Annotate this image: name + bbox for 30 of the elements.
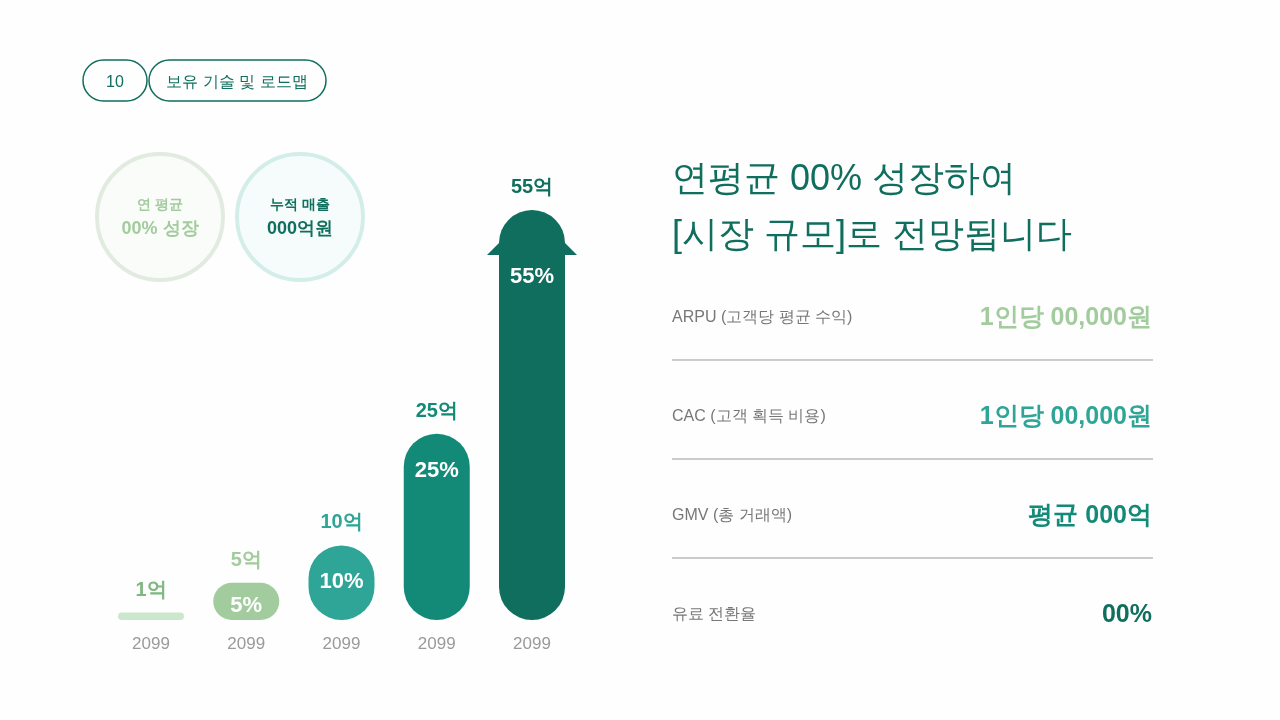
x-tick-label: 2099 bbox=[417, 634, 456, 653]
data-label: 55억 bbox=[510, 175, 554, 197]
x-tick-label: 2099 bbox=[513, 634, 551, 653]
text: 보유 기술 및 로드맵 bbox=[166, 73, 308, 90]
text: CAC (고객 획득 비용) bbox=[672, 407, 826, 424]
annotation: 누적 매출 bbox=[270, 196, 330, 212]
x-tick-label: 2099 bbox=[227, 634, 266, 653]
bar bbox=[118, 612, 184, 620]
annotation: 55% bbox=[509, 263, 555, 288]
data-label: 5억 bbox=[230, 547, 262, 570]
annotation: 연 평균 bbox=[137, 196, 183, 212]
text: 00% bbox=[1101, 599, 1152, 627]
annotation: 000억원 bbox=[266, 218, 334, 238]
x-tick-label: 2099 bbox=[322, 634, 361, 653]
text: 10 bbox=[106, 73, 124, 90]
annotation: 5% bbox=[230, 592, 263, 617]
text: 유료 전환율 bbox=[672, 605, 757, 622]
text: GMV (총 거래액) bbox=[672, 506, 792, 523]
x-tick-label: 2099 bbox=[132, 634, 170, 653]
text: ARPU (고객당 평균 수익) bbox=[672, 308, 853, 325]
data-label: 1억 bbox=[135, 577, 167, 600]
text: 1인당 00,000원 bbox=[979, 302, 1152, 330]
annotation: 00% 성장 bbox=[121, 218, 199, 238]
annotation: 10% bbox=[319, 568, 364, 594]
text: 평균 000억 bbox=[1028, 500, 1152, 528]
annotation: 25% bbox=[414, 456, 459, 482]
data-label: 25억 bbox=[415, 398, 458, 421]
data-label: 10억 bbox=[320, 510, 363, 533]
text: 연평균 00% 성장하여 [시장 규모]로 전망됩니다 bbox=[672, 157, 1073, 254]
text: 1인당 00,000원 bbox=[979, 401, 1152, 429]
